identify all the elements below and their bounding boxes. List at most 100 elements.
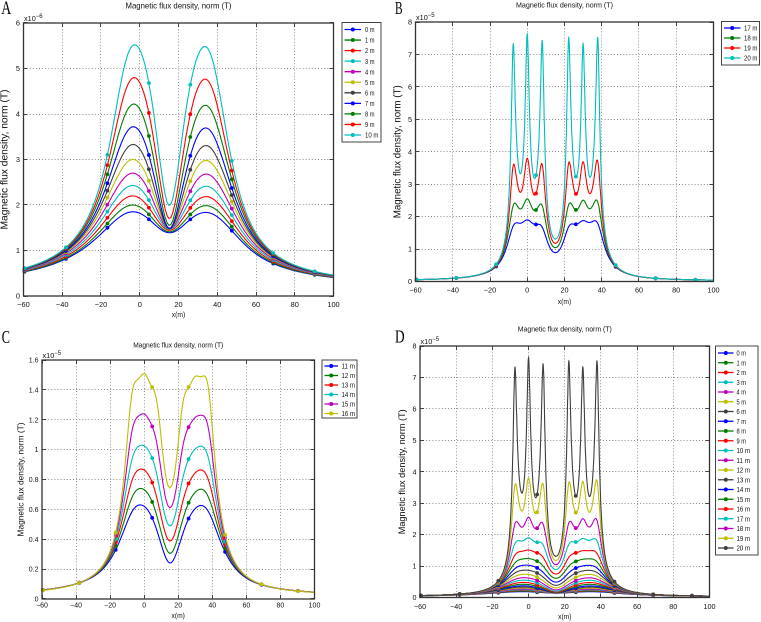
- svg-text:6: 6: [408, 83, 412, 92]
- svg-text:x10−5: x10−5: [43, 351, 62, 360]
- svg-text:x10−5: x10−5: [421, 337, 440, 346]
- svg-text:0: 0: [408, 277, 412, 286]
- svg-text:14 m: 14 m: [737, 487, 751, 494]
- svg-text:x(m): x(m): [172, 310, 185, 319]
- svg-text:40: 40: [597, 602, 605, 611]
- svg-text:20: 20: [561, 602, 569, 611]
- svg-text:60: 60: [633, 602, 641, 611]
- svg-text:Magnetic flux density, norm (T: Magnetic flux density, norm (T): [518, 325, 612, 334]
- svg-text:Magnetic flux density, norm (T: Magnetic flux density, norm (T): [397, 409, 407, 534]
- svg-text:x(m): x(m): [172, 613, 185, 620]
- svg-text:20 m: 20 m: [744, 54, 758, 63]
- svg-text:10 m: 10 m: [365, 131, 379, 140]
- svg-text:3: 3: [413, 499, 417, 508]
- svg-text:7 m: 7 m: [737, 419, 747, 426]
- svg-text:5: 5: [16, 64, 20, 73]
- svg-text:0: 0: [142, 603, 146, 610]
- svg-text:8 m: 8 m: [365, 110, 375, 119]
- svg-text:A: A: [1, 0, 11, 19]
- svg-text:x(m): x(m): [558, 297, 571, 306]
- svg-text:2 m: 2 m: [737, 370, 747, 377]
- svg-text:9 m: 9 m: [737, 438, 747, 445]
- svg-text:4: 4: [413, 467, 417, 476]
- svg-text:C: C: [2, 327, 10, 347]
- svg-text:40: 40: [213, 300, 221, 309]
- svg-text:−20: −20: [484, 286, 496, 295]
- svg-text:0 m: 0 m: [737, 351, 747, 358]
- svg-text:1: 1: [16, 246, 20, 255]
- svg-text:5 m: 5 m: [737, 399, 747, 406]
- svg-text:9 m: 9 m: [365, 120, 375, 129]
- svg-text:40: 40: [598, 286, 606, 295]
- svg-text:12 m: 12 m: [342, 371, 356, 380]
- svg-text:2: 2: [408, 212, 412, 221]
- svg-text:−40: −40: [70, 603, 82, 610]
- svg-text:0.4: 0.4: [29, 537, 39, 544]
- svg-text:60: 60: [252, 300, 260, 309]
- svg-text:4: 4: [408, 147, 412, 156]
- svg-text:6: 6: [413, 405, 417, 414]
- svg-text:0: 0: [16, 292, 20, 301]
- svg-text:20: 20: [560, 286, 568, 295]
- svg-text:19 m: 19 m: [737, 536, 751, 543]
- svg-text:x10−6: x10−6: [24, 14, 43, 23]
- svg-text:B: B: [395, 0, 403, 18]
- svg-text:3 m: 3 m: [365, 57, 375, 66]
- svg-text:Magnetic flux density, norm (T: Magnetic flux density, norm (T): [133, 341, 223, 350]
- svg-text:−60: −60: [409, 286, 421, 295]
- svg-text:−20: −20: [486, 602, 498, 611]
- svg-text:0: 0: [35, 597, 39, 604]
- svg-text:8: 8: [408, 18, 412, 27]
- svg-text:1.4: 1.4: [29, 388, 39, 395]
- svg-text:6 m: 6 m: [365, 88, 375, 97]
- svg-text:6: 6: [16, 19, 20, 28]
- svg-text:15 m: 15 m: [342, 400, 356, 409]
- svg-text:Magnetic flux density, norm (T: Magnetic flux density, norm (T): [393, 85, 404, 218]
- svg-text:80: 80: [669, 602, 677, 611]
- svg-text:0: 0: [525, 286, 529, 295]
- svg-text:5: 5: [408, 115, 412, 124]
- svg-text:1: 1: [413, 562, 417, 571]
- svg-text:60: 60: [243, 603, 251, 610]
- svg-text:−20: −20: [95, 300, 108, 309]
- svg-text:3: 3: [16, 155, 20, 164]
- svg-text:2 m: 2 m: [365, 46, 375, 55]
- svg-text:8: 8: [413, 342, 417, 351]
- svg-text:7: 7: [408, 50, 412, 59]
- svg-text:x10−5: x10−5: [416, 13, 435, 22]
- svg-text:60: 60: [635, 286, 643, 295]
- svg-text:−40: −40: [447, 286, 459, 295]
- svg-text:2: 2: [413, 530, 417, 539]
- svg-text:3: 3: [408, 180, 412, 189]
- svg-text:80: 80: [277, 603, 285, 610]
- svg-text:20: 20: [174, 603, 182, 610]
- svg-text:10 m: 10 m: [737, 448, 751, 455]
- svg-text:8 m: 8 m: [737, 429, 747, 436]
- svg-text:1: 1: [408, 245, 412, 254]
- svg-text:100: 100: [704, 602, 716, 611]
- svg-text:0.8: 0.8: [29, 477, 39, 484]
- svg-text:11 m: 11 m: [737, 458, 751, 465]
- svg-text:Magnetic flux density, norm (T: Magnetic flux density, norm (T): [16, 422, 26, 536]
- svg-text:13 m: 13 m: [737, 477, 751, 484]
- svg-text:−60: −60: [36, 603, 48, 610]
- svg-text:7 m: 7 m: [365, 99, 375, 108]
- svg-text:13 m: 13 m: [342, 381, 356, 390]
- svg-text:20 m: 20 m: [737, 546, 751, 553]
- svg-text:4 m: 4 m: [737, 390, 747, 397]
- svg-text:100: 100: [327, 300, 339, 309]
- svg-text:−20: −20: [104, 603, 116, 610]
- svg-text:12 m: 12 m: [737, 468, 751, 475]
- svg-text:−60: −60: [414, 602, 426, 611]
- svg-text:Magnetic flux density, norm (T: Magnetic flux density, norm (T): [0, 90, 11, 230]
- svg-text:0: 0: [138, 300, 142, 309]
- svg-text:5 m: 5 m: [365, 78, 375, 87]
- svg-text:0.6: 0.6: [29, 507, 39, 514]
- svg-text:18 m: 18 m: [744, 34, 758, 43]
- svg-text:6 m: 6 m: [737, 409, 747, 416]
- svg-text:40: 40: [208, 603, 216, 610]
- svg-text:5: 5: [413, 436, 417, 445]
- svg-text:7: 7: [413, 373, 417, 382]
- svg-text:4: 4: [16, 110, 20, 119]
- svg-text:1: 1: [35, 447, 39, 454]
